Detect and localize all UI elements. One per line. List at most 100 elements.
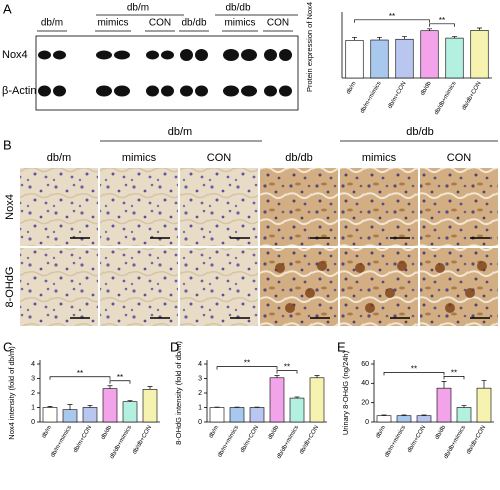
y-tick-label: 2 [31, 390, 35, 397]
significance-bracket [354, 19, 430, 23]
bar [456, 407, 472, 423]
blot-band [279, 49, 292, 61]
significance-bracket [109, 380, 131, 384]
significance-label: ** [117, 373, 123, 382]
x-tick-label: db/m+mimics [50, 425, 73, 459]
x-tick-label: db/db+CON [299, 425, 320, 456]
bar [470, 30, 489, 79]
significance-bracket [216, 366, 278, 370]
micrograph [340, 168, 418, 246]
micrograph [180, 168, 258, 246]
group-label: db/db [225, 3, 250, 14]
bar [309, 377, 325, 423]
significance-bracket [443, 376, 465, 380]
row-label: β-Actin [2, 85, 36, 97]
x-tick-label: db/db [434, 424, 447, 441]
x-tick-label: db/db+mimics [109, 425, 133, 460]
x-tick-label: db/db+CON [466, 425, 487, 456]
error-bar [294, 396, 300, 399]
error-bar [352, 36, 357, 41]
group-label: db/db [406, 126, 434, 138]
stain-spot [435, 263, 445, 273]
stain-spot [355, 263, 365, 273]
blot-band [180, 85, 193, 97]
blot-band [96, 85, 112, 97]
error-bar [441, 381, 447, 389]
row-label: 8-OHdG [4, 267, 16, 308]
column-label: db/db [285, 152, 313, 164]
column-label: db/m [47, 152, 71, 164]
lane-label: db/db [181, 18, 206, 29]
blot-band [195, 85, 208, 97]
histology-grid: db/m mimics CON db/db mimics CON db/m db/db Nox4… [4, 126, 498, 326]
micrograph [340, 248, 418, 326]
x-tick-label: db/db+mimics [443, 425, 467, 460]
blot-band [180, 49, 193, 61]
error-bar [47, 405, 53, 408]
stain-spot [285, 303, 295, 313]
error-bar [402, 36, 407, 40]
bar [142, 389, 158, 423]
error-bar [127, 400, 133, 402]
bar [82, 407, 98, 423]
y-tick-label: 3 [198, 375, 202, 382]
bar [416, 415, 432, 423]
stain-spot [385, 288, 395, 298]
micrograph [100, 168, 178, 246]
x-tick-label: db/m+CON [73, 425, 93, 454]
error-bar [314, 375, 320, 378]
y-tick-label: 60 [361, 361, 369, 368]
y-tick-label: 1 [31, 404, 35, 411]
x-tick-label: db/db [267, 424, 280, 441]
blot-band [223, 49, 239, 61]
y-axis-label: 8-OHdG intensity (fold of db/m) [174, 341, 183, 445]
blot-band [161, 85, 174, 97]
lane-label: mimics [224, 18, 255, 29]
significance-label: ** [77, 369, 83, 378]
micrograph [420, 248, 498, 326]
significance-label: ** [244, 359, 250, 368]
significance-bracket [49, 376, 111, 380]
bar [229, 407, 245, 423]
blot-band [279, 85, 292, 97]
y-tick-label: 20 [361, 400, 369, 407]
bar [420, 30, 439, 79]
x-tick-label: db/m [375, 425, 387, 440]
x-tick-label: db/m+CON [240, 425, 260, 454]
error-bar [452, 36, 457, 39]
row-label: Nox4 [4, 194, 16, 220]
blot-band [264, 49, 277, 61]
x-tick-label: db/m [346, 81, 358, 96]
significance-label: ** [389, 12, 395, 21]
panel-letter: B [3, 137, 12, 152]
bar [445, 37, 464, 79]
x-tick-label: db/m+mimics [360, 81, 383, 115]
bar [289, 397, 305, 423]
bar [62, 409, 78, 423]
micrograph [180, 248, 258, 326]
bar [476, 387, 492, 423]
error-bar [477, 27, 482, 31]
blot-band [161, 50, 174, 60]
blot-band [53, 50, 66, 60]
error-bar [421, 414, 427, 416]
bar [370, 39, 389, 79]
stain-spot [397, 261, 407, 271]
error-bar [461, 405, 467, 408]
bar [122, 401, 138, 423]
stain-spot [317, 261, 327, 271]
y-tick-label: 40 [361, 380, 369, 387]
blot-frame [35, 35, 299, 111]
blot-band [146, 50, 159, 60]
x-tick-label: db/db+mimics [276, 425, 300, 460]
panel-letter: A [3, 1, 12, 16]
lane-label: db/m [41, 18, 63, 29]
blot-band [223, 85, 239, 97]
y-tick-label: 4 [198, 361, 202, 368]
blot-band [114, 50, 130, 60]
stain-spot [477, 261, 487, 271]
significance-label: ** [284, 363, 290, 372]
y-tick-label: 0 [31, 419, 35, 426]
